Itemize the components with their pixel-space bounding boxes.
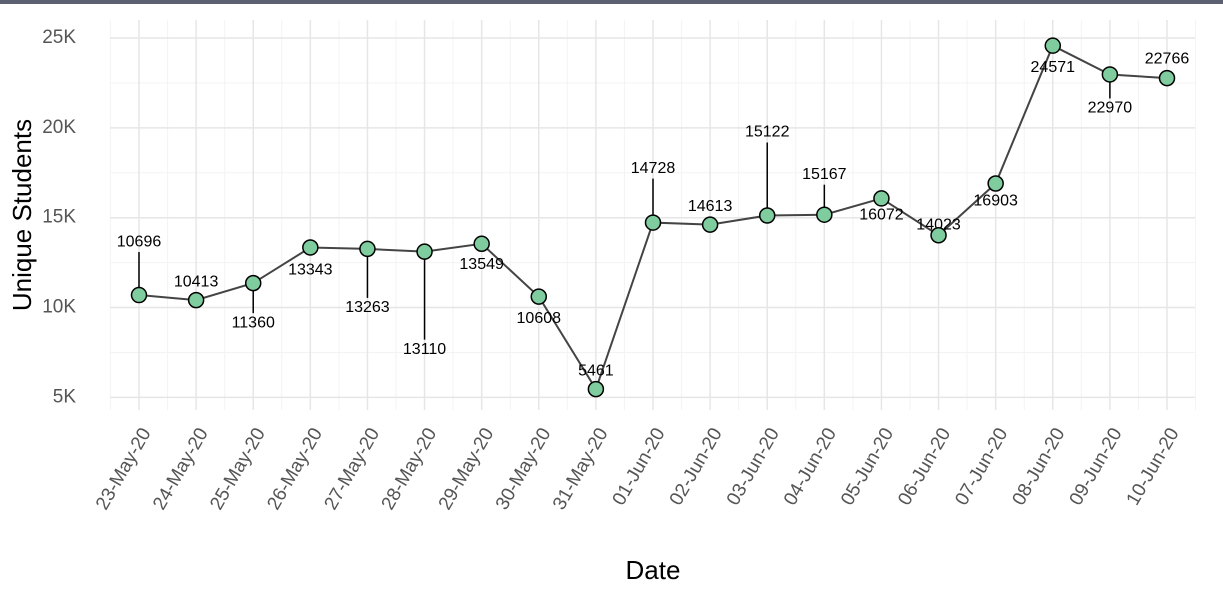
point: [187, 291, 205, 309]
data-label: 13110: [403, 341, 446, 358]
data-label: 16903: [973, 193, 1018, 210]
top-border: [0, 0, 1223, 4]
x-tick-label: 28-May-20: [378, 425, 442, 514]
point: [587, 380, 605, 398]
data-label: 22766: [1145, 50, 1190, 67]
x-tick-label: 06-Jun-20: [894, 425, 955, 510]
point: [1044, 37, 1062, 54]
data-label: 13263: [345, 299, 390, 316]
point: [244, 274, 262, 292]
point: [644, 214, 662, 231]
x-tick-label: 07-Jun-20: [951, 425, 1012, 510]
data-label: 15167: [802, 166, 847, 183]
x-tick-label: 24-May-20: [149, 425, 213, 514]
x-tick-label: 10-Jun-20: [1123, 425, 1184, 510]
y-tick-label: 5K: [53, 386, 77, 407]
point: [416, 243, 433, 260]
x-tick-label: 25-May-20: [206, 425, 270, 514]
x-tick-label: 27-May-20: [321, 425, 385, 514]
point: [359, 240, 376, 258]
data-label: 5461: [578, 362, 614, 379]
point: [302, 239, 319, 256]
y-tick-label: 20K: [42, 117, 76, 138]
grid: [109, 20, 1197, 410]
x-axis-title: Date: [626, 555, 681, 585]
x-tick-label: 23-May-20: [92, 425, 156, 514]
x-tick-label: 26-May-20: [263, 425, 327, 514]
y-tick-label: 15K: [42, 207, 76, 228]
y-tick-label: 10K: [42, 297, 76, 318]
x-tick-label: 29-May-20: [435, 425, 499, 514]
point: [1158, 69, 1176, 87]
point: [930, 227, 947, 244]
point: [701, 216, 719, 233]
x-tick-label: 30-May-20: [492, 425, 556, 514]
data-label: 14613: [688, 198, 733, 215]
x-tick-label: 31-May-20: [549, 425, 613, 514]
data-label: 10696: [117, 233, 162, 250]
data-label: 15122: [745, 124, 790, 141]
x-tick-label: 05-Jun-20: [837, 425, 898, 510]
data-label: 10608: [517, 310, 562, 327]
point: [987, 175, 1004, 192]
data-label: 13549: [459, 256, 504, 273]
data-label: 24571: [1031, 59, 1076, 76]
point: [530, 288, 548, 305]
x-tick-label: 04-Jun-20: [780, 425, 841, 510]
x-tick-label: 08-Jun-20: [1008, 425, 1069, 510]
data-label: 11360: [232, 314, 275, 331]
y-tick-label: 25K: [42, 27, 76, 48]
point: [873, 190, 890, 207]
data-label: 22970: [1088, 100, 1133, 117]
x-tick-label: 01-Jun-20: [609, 425, 670, 510]
data-label: 10413: [174, 273, 219, 290]
data-label: 14023: [916, 216, 961, 233]
point: [473, 235, 490, 253]
data-label: 13343: [288, 262, 333, 279]
point: [758, 207, 776, 224]
point: [130, 286, 148, 304]
point: [1101, 66, 1119, 83]
data-label: 16072: [859, 207, 904, 224]
x-tick-label: 09-Jun-20: [1066, 425, 1127, 510]
data-label: 14728: [631, 160, 676, 177]
x-tick-label: 03-Jun-20: [723, 425, 784, 510]
x-tick-label: 02-Jun-20: [666, 425, 727, 510]
point: [816, 206, 833, 223]
y-axis-title: Unique Students: [7, 119, 37, 311]
